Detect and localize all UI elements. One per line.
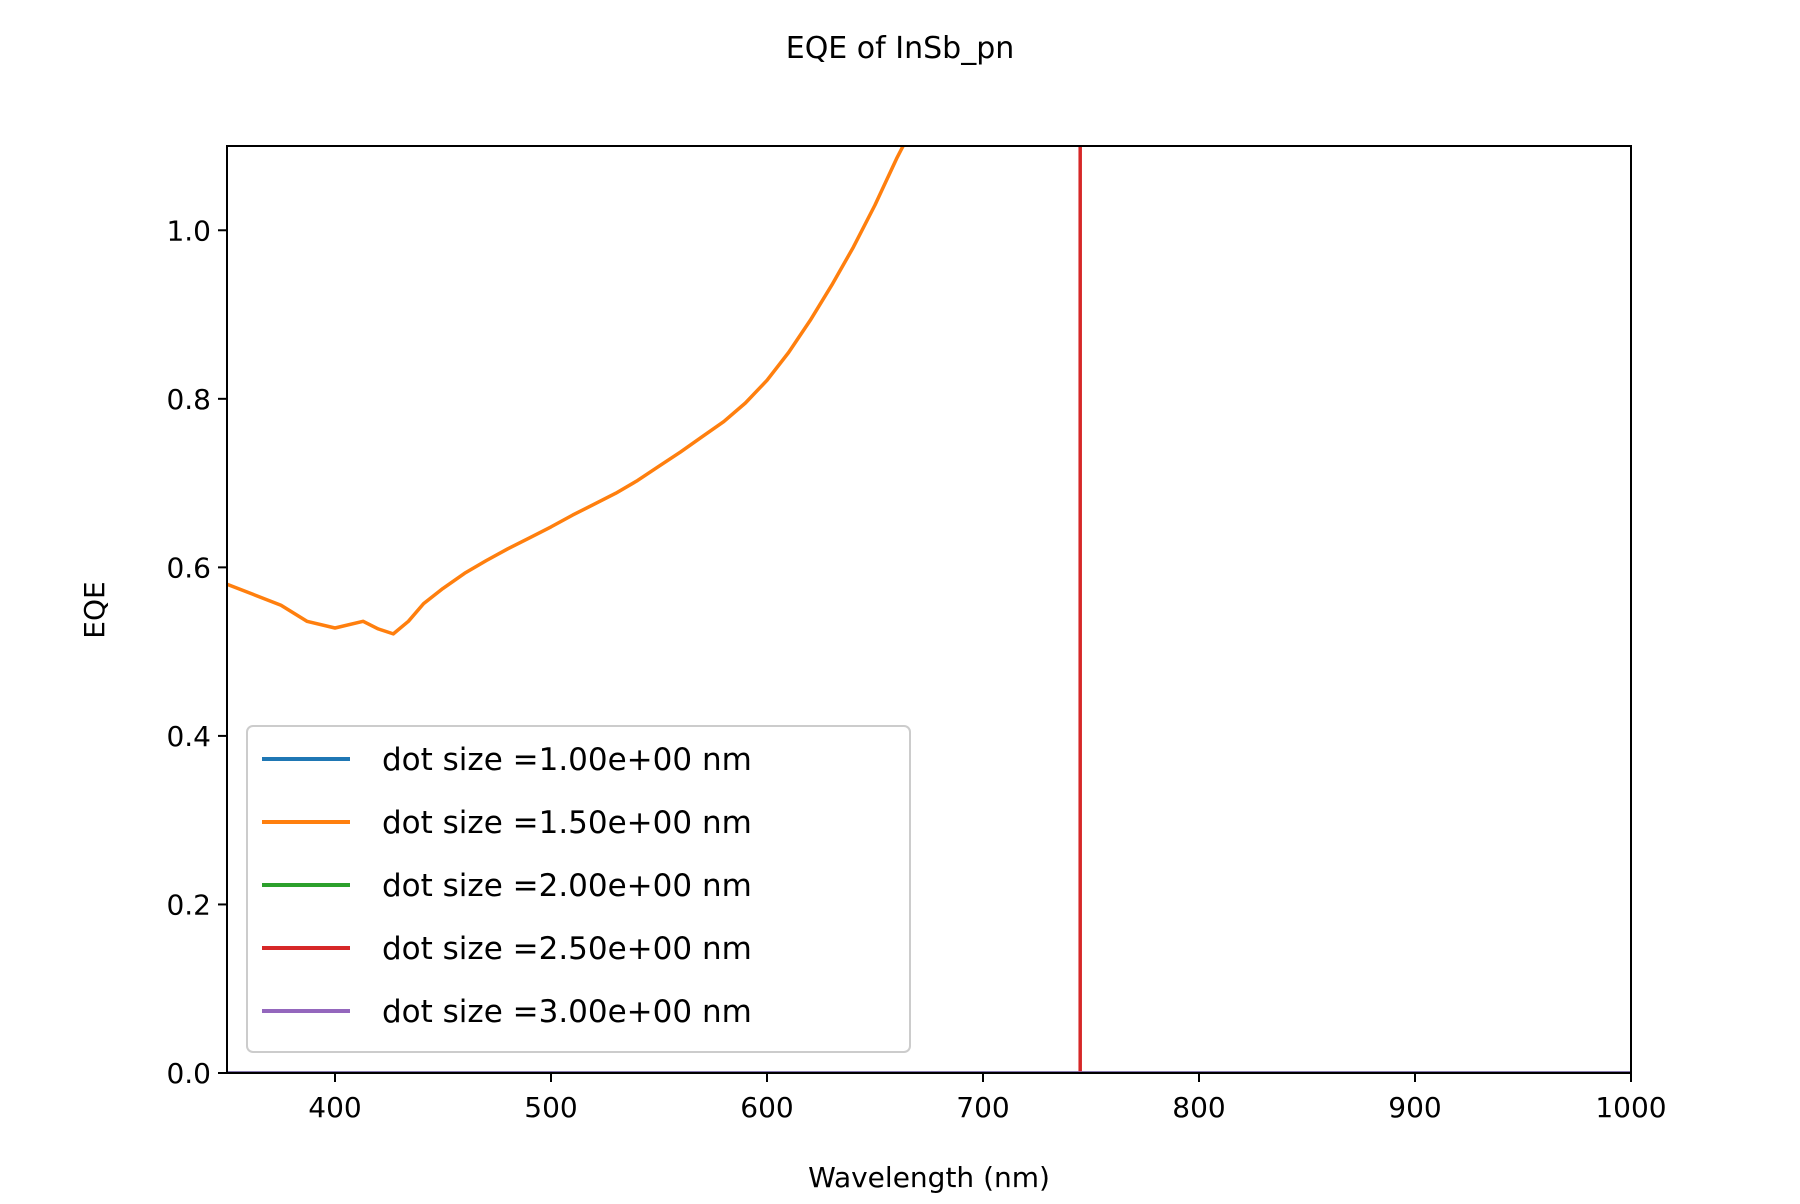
plot-frame xyxy=(226,145,1632,1074)
y-axis-label: EQE xyxy=(78,581,111,638)
legend-label-2: dot size =1.50e+00 nm xyxy=(382,805,752,841)
legend-label-5: dot size =3.00e+00 nm xyxy=(382,994,752,1030)
y-tick-label: 1.0 xyxy=(166,214,211,247)
y-tick-label: 0.2 xyxy=(166,888,211,921)
y-tick-label: 0.8 xyxy=(166,383,211,416)
series-layer xyxy=(227,146,1631,1073)
x-axis-label: Wavelength (nm) xyxy=(808,1161,1050,1194)
x-tick-label: 900 xyxy=(1388,1091,1441,1124)
x-tick-label: 800 xyxy=(1172,1091,1225,1124)
series-line-2 xyxy=(227,146,905,636)
legend-box xyxy=(246,725,911,1053)
legend-label-3: dot size =2.00e+00 nm xyxy=(382,868,752,904)
y-tick-label: 0.6 xyxy=(166,551,211,584)
x-tick-label: 1000 xyxy=(1595,1091,1666,1124)
y-tick-label: 0.0 xyxy=(166,1057,211,1090)
x-tick-label: 400 xyxy=(308,1091,361,1124)
legend-label-1: dot size =1.00e+00 nm xyxy=(382,742,752,778)
x-tick-label: 600 xyxy=(740,1091,793,1124)
legend-label-4: dot size =2.50e+00 nm xyxy=(382,931,752,967)
x-tick-label: 700 xyxy=(956,1091,1009,1124)
legend: dot size =1.00e+00 nm dot size =1.50e+00 … xyxy=(246,725,911,1053)
y-tick-label: 0.4 xyxy=(166,720,211,753)
y-axis-ticks: 0.0 0.2 0.4 0.6 0.8 1.0 xyxy=(166,214,227,1090)
x-tick-label: 500 xyxy=(524,1091,577,1124)
x-axis-ticks: 400 500 600 700 800 900 1000 xyxy=(308,1073,1667,1124)
chart-title: EQE of InSb_pn xyxy=(786,31,1015,66)
